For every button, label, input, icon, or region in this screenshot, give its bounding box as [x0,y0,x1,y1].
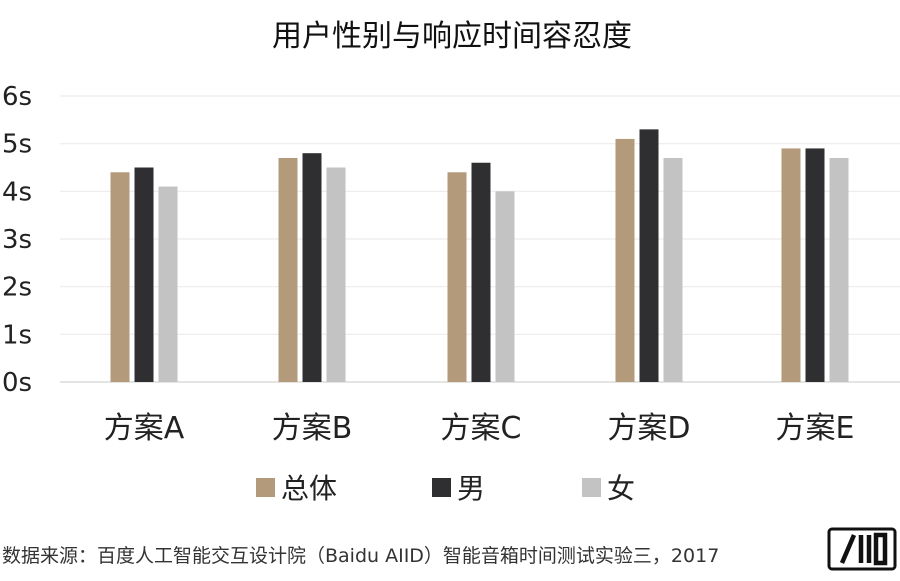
y-tick-label: 4s [2,177,32,207]
aiid-logo [827,527,897,571]
source-note: 数据来源：百度人工智能交互设计院（Baidu AIID）智能音箱时间测试实验三，… [2,545,719,567]
bar-总体-方案B [278,157,298,382]
x-category-label: 方案E [776,411,855,446]
bar-男-方案C [471,162,491,382]
x-category-label: 方案D [607,411,690,446]
bar-总体-方案A [110,172,130,382]
y-tick-label: 3s [2,225,32,255]
y-axis-ticks: 0s 1s 2s 3s 4s 5s 6s [2,82,32,398]
y-tick-label: 2s [2,273,32,303]
bar-女-方案E [829,157,849,382]
bar-女-方案A [158,186,178,382]
legend-swatch-男 [432,478,451,497]
x-category-label: 方案A [104,411,185,446]
legend-swatch-总体 [256,478,275,497]
bar-男-方案E [805,148,825,382]
legend-label: 总体 [281,472,337,505]
bar-总体-方案C [447,172,467,382]
y-tick-label: 1s [2,320,32,350]
bar-男-方案A [134,167,154,382]
y-tick-label: 0s [2,368,32,398]
legend-label: 男 [457,472,485,505]
bar-总体-方案E [781,148,801,382]
x-axis-categories: 方案A 方案B 方案C 方案D 方案E [104,411,855,446]
bar-女-方案C [495,191,515,382]
bar-男-方案B [302,153,322,382]
bar-女-方案D [663,157,683,382]
chart-title: 用户性别与响应时间容忍度 [272,19,632,54]
bar-总体-方案D [615,138,635,382]
legend-swatch-女 [582,478,601,497]
bars [110,129,849,382]
bar-男-方案D [639,129,659,382]
legend: 总体 男 女 [256,472,635,505]
x-category-label: 方案C [441,411,522,446]
bar-女-方案B [326,167,346,382]
legend-label: 女 [607,472,635,505]
y-tick-label: 6s [2,82,32,112]
x-category-label: 方案B [272,411,353,446]
y-tick-label: 5s [2,130,32,160]
